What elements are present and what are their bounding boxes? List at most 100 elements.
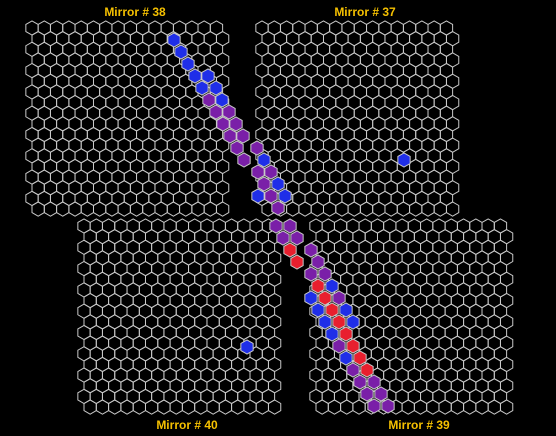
pixel-cell [310, 201, 324, 217]
pixel-cell [157, 399, 171, 415]
lit-pixel-blue [278, 188, 292, 204]
pixel-cell [129, 201, 144, 217]
lit-pixel-purple [346, 362, 360, 378]
pixel-cell [396, 201, 411, 217]
pixel-cell [243, 399, 257, 415]
lit-pixel-purple [367, 398, 381, 414]
lit-pixel-red [353, 350, 367, 366]
pixel-cell [315, 399, 329, 415]
pixel-cell [426, 399, 440, 415]
pixel-cell [421, 201, 435, 217]
pixel-cell [169, 399, 183, 415]
lit-pixel-blue [209, 80, 223, 96]
pixel-cell [31, 201, 45, 217]
lit-pixel-red [318, 290, 332, 306]
lit-pixel-purple [360, 386, 374, 402]
mirror-37-label: Mirror # 37 [334, 5, 396, 19]
pixel-cell [80, 201, 94, 217]
pixel-cell [179, 201, 193, 217]
lit-pixel-blue [346, 314, 360, 330]
lit-pixel-purple [332, 290, 346, 306]
pixel-cell [154, 201, 168, 217]
pixel-cell [298, 201, 312, 217]
lit-pixel-blue [188, 68, 202, 84]
pixel-cell [142, 201, 156, 217]
lit-pixel-purple [257, 176, 271, 192]
lit-pixel-red [311, 278, 325, 294]
lit-pixel-blue [339, 302, 353, 318]
pixel-cell [267, 399, 282, 415]
lit-pixel-blue [195, 80, 209, 96]
pixel-cell [215, 201, 230, 217]
lit-pixel-blue [167, 32, 181, 48]
lit-pixel-purple [250, 140, 264, 156]
lit-pixel-red [290, 254, 304, 270]
pixel-cell [206, 399, 220, 415]
lit-pixel-purple [290, 230, 304, 246]
lit-pixel-purple [223, 128, 237, 144]
pixel-cell [255, 399, 269, 415]
pixel-cell [327, 399, 342, 415]
lit-pixel-purple [229, 116, 243, 132]
lit-pixel-purple [222, 104, 236, 120]
lit-pixel-blue [397, 152, 411, 168]
lit-pixel-red [346, 338, 360, 354]
pixel-cell [401, 399, 415, 415]
lit-pixel-blue [215, 92, 229, 108]
lit-pixel-blue [318, 314, 332, 330]
lit-pixel-purple [230, 140, 244, 156]
lit-pixel-blue [174, 44, 188, 60]
pixel-cell [335, 201, 349, 217]
lit-pixel-purple [209, 104, 223, 120]
pixel-cell [92, 201, 107, 217]
pixel-cell [166, 201, 181, 217]
lit-pixel-blue [325, 278, 339, 294]
pixel-cell [105, 201, 119, 217]
lit-pixel-purple [374, 386, 388, 402]
lit-pixel-purple [237, 152, 251, 168]
pixel-cell [56, 201, 70, 217]
lit-pixel-red [283, 242, 297, 258]
lit-pixel-purple [353, 374, 367, 390]
lit-pixel-blue [339, 350, 353, 366]
lit-pixel-purple [202, 92, 216, 108]
lit-pixel-purple [264, 188, 278, 204]
lit-pixel-blue [271, 176, 285, 192]
lit-pixel-purple [251, 164, 265, 180]
pixel-cell [120, 399, 134, 415]
mirror-39-label: Mirror # 39 [388, 418, 450, 432]
lit-pixel-purple [304, 266, 318, 282]
pixel-cell [438, 399, 452, 415]
pixel-cell [450, 399, 465, 415]
pixel-cell [475, 399, 489, 415]
pixel-cell [117, 201, 131, 217]
lit-pixel-purple [283, 218, 297, 234]
lit-pixel-blue [240, 339, 254, 355]
lit-pixel-purple [271, 200, 285, 216]
lit-pixel-purple [304, 242, 318, 258]
lit-pixel-purple [367, 374, 381, 390]
pixel-cell [144, 399, 159, 415]
pixel-cell [409, 201, 423, 217]
lit-pixel-blue [251, 188, 265, 204]
pixel-cell [203, 201, 217, 217]
lit-pixel-purple [236, 128, 250, 144]
pixel-cell [413, 399, 428, 415]
pixel-cell [286, 201, 300, 217]
lit-pixel-purple [276, 230, 290, 246]
illuminated-pixels [167, 32, 411, 414]
pixel-cell [499, 399, 514, 415]
pixel-cell [132, 399, 146, 415]
lit-pixel-red [339, 326, 353, 342]
pixel-cell [191, 201, 205, 217]
pixel-cell [487, 399, 501, 415]
mirror-40-label: Mirror # 40 [156, 418, 218, 432]
lit-pixel-blue [181, 56, 195, 72]
lit-pixel-purple [332, 338, 346, 354]
lit-pixel-red [325, 302, 339, 318]
pixel-cell [194, 399, 208, 415]
lit-pixel-purple [318, 266, 332, 282]
pixel-cell [384, 201, 398, 217]
pixel-cell [340, 399, 354, 415]
